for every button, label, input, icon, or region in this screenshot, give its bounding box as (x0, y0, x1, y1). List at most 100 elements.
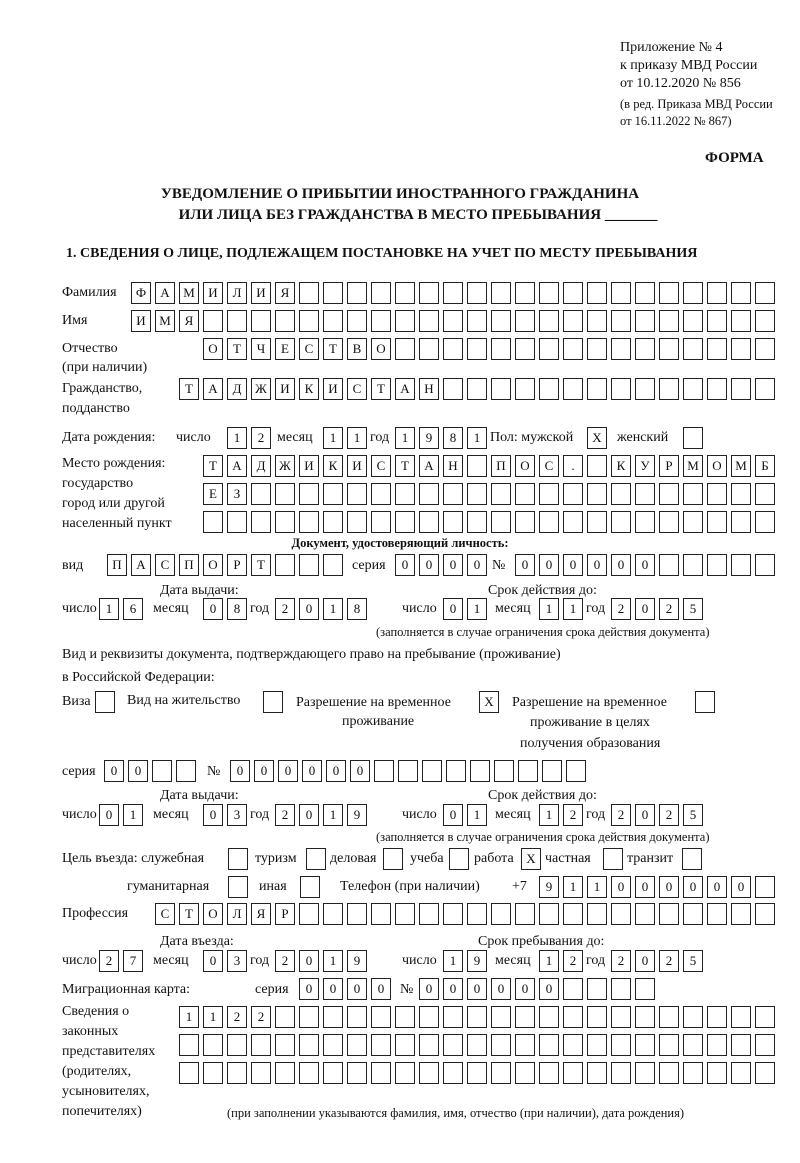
char-cell[interactable] (515, 1034, 535, 1056)
char-cell[interactable] (695, 691, 715, 713)
char-cell[interactable] (203, 1034, 223, 1056)
char-cell[interactable]: 0 (323, 978, 343, 1000)
char-cell[interactable] (228, 848, 248, 870)
char-cell[interactable] (707, 310, 727, 332)
char-cell[interactable]: И (275, 378, 295, 400)
char-cell[interactable] (347, 483, 367, 505)
char-cell[interactable] (395, 511, 415, 533)
char-cell[interactable]: Т (227, 338, 247, 360)
char-cell[interactable] (731, 511, 751, 533)
char-cell[interactable] (323, 310, 343, 332)
char-cell[interactable] (731, 378, 751, 400)
char-cell[interactable]: 0 (611, 876, 631, 898)
char-cell[interactable]: П (179, 554, 199, 576)
char-cell[interactable]: Р (659, 455, 679, 477)
char-cell[interactable] (611, 903, 631, 925)
char-cell[interactable]: О (707, 455, 727, 477)
char-cell[interactable]: 0 (419, 554, 439, 576)
char-cell[interactable]: 9 (347, 804, 367, 826)
char-cell[interactable] (563, 1034, 583, 1056)
char-cell[interactable]: 0 (230, 760, 250, 782)
char-cell[interactable] (755, 282, 775, 304)
char-cell[interactable] (707, 378, 727, 400)
char-cell[interactable] (371, 1034, 391, 1056)
char-cell[interactable] (323, 1034, 343, 1056)
char-cell[interactable] (515, 310, 535, 332)
char-cell[interactable] (539, 1062, 559, 1084)
char-cell[interactable] (275, 1034, 295, 1056)
char-cell[interactable] (635, 903, 655, 925)
char-cell[interactable]: С (155, 903, 175, 925)
char-cell[interactable] (299, 903, 319, 925)
char-cell[interactable] (611, 1034, 631, 1056)
char-cell[interactable] (635, 1034, 655, 1056)
char-cell[interactable]: 5 (683, 804, 703, 826)
char-cell[interactable] (683, 338, 703, 360)
char-cell[interactable]: 3 (227, 950, 247, 972)
char-cell[interactable] (635, 1006, 655, 1028)
char-cell[interactable]: 0 (563, 554, 583, 576)
char-cell[interactable]: 2 (611, 950, 631, 972)
char-cell[interactable] (491, 483, 511, 505)
char-cell[interactable] (659, 282, 679, 304)
char-cell[interactable]: 2 (611, 804, 631, 826)
char-cell[interactable] (539, 282, 559, 304)
char-cell[interactable] (203, 310, 223, 332)
char-cell[interactable] (707, 554, 727, 576)
char-cell[interactable] (443, 282, 463, 304)
char-cell[interactable] (755, 876, 775, 898)
char-cell[interactable] (419, 1062, 439, 1084)
char-cell[interactable]: 0 (350, 760, 370, 782)
char-cell[interactable] (539, 1006, 559, 1028)
char-cell[interactable]: 1 (467, 427, 487, 449)
char-cell[interactable] (275, 483, 295, 505)
char-cell[interactable]: 0 (419, 978, 439, 1000)
char-cell[interactable]: 0 (731, 876, 751, 898)
char-cell[interactable]: П (491, 455, 511, 477)
char-cell[interactable] (419, 1034, 439, 1056)
char-cell[interactable] (683, 1006, 703, 1028)
char-cell[interactable]: 0 (203, 598, 223, 620)
char-cell[interactable]: 2 (251, 427, 271, 449)
char-cell[interactable]: 9 (539, 876, 559, 898)
char-cell[interactable] (659, 1006, 679, 1028)
char-cell[interactable] (371, 310, 391, 332)
char-cell[interactable] (422, 760, 442, 782)
char-cell[interactable]: Л (227, 903, 247, 925)
char-cell[interactable]: Р (275, 903, 295, 925)
char-cell[interactable] (299, 1006, 319, 1028)
char-cell[interactable]: Е (275, 338, 295, 360)
char-cell[interactable] (707, 1034, 727, 1056)
char-cell[interactable]: Д (251, 455, 271, 477)
char-cell[interactable]: Б (755, 455, 775, 477)
char-cell[interactable] (467, 455, 487, 477)
char-cell[interactable]: Ж (251, 378, 271, 400)
char-cell[interactable] (275, 1062, 295, 1084)
char-cell[interactable] (659, 483, 679, 505)
char-cell[interactable]: У (635, 455, 655, 477)
char-cell[interactable] (152, 760, 172, 782)
char-cell[interactable] (635, 511, 655, 533)
char-cell[interactable] (395, 310, 415, 332)
char-cell[interactable] (539, 378, 559, 400)
char-cell[interactable]: Р (227, 554, 247, 576)
char-cell[interactable]: 2 (251, 1006, 271, 1028)
char-cell[interactable]: Я (251, 903, 271, 925)
char-cell[interactable] (755, 511, 775, 533)
char-cell[interactable] (731, 338, 751, 360)
char-cell[interactable]: А (419, 455, 439, 477)
char-cell[interactable] (251, 1034, 271, 1056)
char-cell[interactable] (443, 1062, 463, 1084)
char-cell[interactable] (635, 483, 655, 505)
char-cell[interactable] (659, 903, 679, 925)
char-cell[interactable] (467, 483, 487, 505)
char-cell[interactable]: О (203, 554, 223, 576)
char-cell[interactable] (323, 903, 343, 925)
char-cell[interactable] (611, 338, 631, 360)
char-cell[interactable]: 1 (467, 598, 487, 620)
char-cell[interactable]: 0 (299, 804, 319, 826)
char-cell[interactable]: X (479, 691, 499, 713)
char-cell[interactable] (539, 483, 559, 505)
char-cell[interactable]: С (299, 338, 319, 360)
char-cell[interactable] (323, 554, 343, 576)
